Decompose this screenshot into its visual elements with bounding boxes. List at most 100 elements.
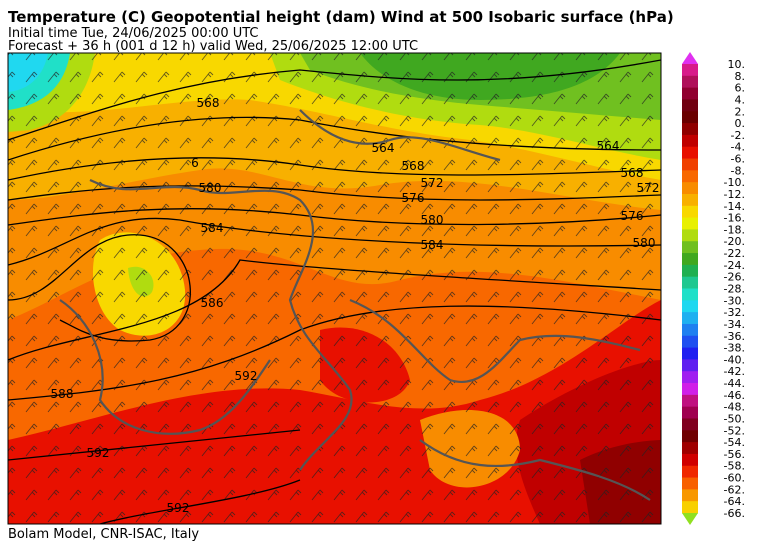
contour-label: 588 (51, 387, 74, 401)
colorbar-segment (682, 253, 698, 266)
colorbar-label: -46. (724, 389, 745, 402)
colorbar-label: -40. (724, 353, 745, 366)
colorbar-segment (682, 465, 698, 479)
colorbar-label: -34. (724, 318, 745, 331)
colorbar-label: -50. (724, 412, 745, 425)
colorbar-segment (682, 335, 698, 349)
colorbar-label: -16. (724, 212, 745, 225)
colorbar-label: -18. (724, 223, 745, 236)
colorbar-segment (682, 123, 698, 136)
colorbar-label: -20. (724, 235, 745, 248)
colorbar-label: -36. (724, 330, 745, 343)
contour-label: 580 (421, 213, 444, 227)
contour-label: 580 (633, 236, 656, 250)
colorbar-segment (682, 300, 698, 313)
colorbar-segment (682, 264, 698, 278)
colorbar-segment (682, 383, 698, 396)
colorbar-label: -26. (724, 271, 745, 284)
colorbar-label: -8. (731, 164, 745, 177)
colorbar-segment (682, 442, 698, 455)
colorbar-label: 6. (735, 82, 746, 95)
map-frame (7, 52, 662, 525)
contour-label: 592 (167, 501, 190, 515)
colorbar-segment (682, 453, 698, 467)
colorbar-segment (682, 477, 698, 490)
colorbar-label: -64. (724, 495, 745, 508)
colorbar-label: -14. (724, 200, 745, 213)
colorbar-segment (682, 229, 698, 242)
colorbar-segment (682, 99, 698, 112)
colorbar-segment (682, 205, 698, 219)
colorbar-label: -66. (724, 507, 745, 520)
initial-time: Initial time Tue, 24/06/2025 00:00 UTC (8, 26, 259, 41)
contour-label: 572 (637, 181, 660, 195)
colorbar-label: -4. (731, 141, 745, 154)
colorbar-label: -38. (724, 342, 745, 355)
colorbar-label: -48. (724, 401, 745, 414)
colorbar-label: -42. (724, 365, 745, 378)
colorbar-label: -10. (724, 176, 745, 189)
contour-label: 568 (402, 159, 425, 173)
contour-label: 6 (191, 156, 199, 170)
colorbar-segment (682, 134, 698, 148)
colorbar-label: 4. (735, 93, 746, 106)
colorbar-segment (682, 288, 698, 301)
colorbar-label: 10. (728, 58, 746, 71)
colorbar-label: -60. (724, 472, 745, 485)
colorbar-label: -2. (731, 129, 745, 142)
colorbar-label: -54. (724, 436, 745, 449)
colorbar-segment (682, 276, 698, 289)
colorbar-label: -30. (724, 294, 745, 307)
contour-label: 584 (201, 221, 224, 235)
contour-label: 564 (372, 141, 395, 155)
colorbar: 10.8.6.4.2.0.-2.-4.-6.-8.-10.-12.-14.-16… (682, 52, 745, 525)
colorbar-segment (682, 158, 698, 171)
colorbar-under-arrow (682, 513, 698, 525)
colorbar-label: -24. (724, 259, 745, 272)
colorbar-label: -12. (724, 188, 745, 201)
colorbar-over-arrow (682, 52, 698, 64)
contour-label: 568 (621, 166, 644, 180)
colorbar-label: -28. (724, 283, 745, 296)
colorbar-segment (682, 64, 698, 77)
colorbar-label: -56. (724, 448, 745, 461)
colorbar-segment (682, 501, 698, 514)
colorbar-segment (682, 406, 698, 419)
colorbar-segment (682, 182, 698, 195)
colorbar-segment (682, 146, 698, 160)
colorbar-label: -32. (724, 306, 745, 319)
colorbar-segment (682, 347, 698, 360)
contour-label: 580 (199, 181, 222, 195)
contour-label: 592 (87, 446, 110, 460)
colorbar-segment (682, 323, 698, 337)
contour-label: 586 (201, 296, 224, 310)
colorbar-segment (682, 170, 698, 183)
forecast-time: Forecast + 36 h (001 d 12 h) valid Wed, … (8, 39, 418, 54)
colorbar-label: 0. (735, 117, 746, 130)
contour-label: 568 (197, 96, 220, 110)
colorbar-label: -52. (724, 424, 745, 437)
colorbar-segment (682, 418, 698, 431)
colorbar-segment (682, 394, 698, 408)
contour-label: 564 (597, 139, 620, 153)
contour-label: 576 (402, 191, 425, 205)
footer: Bolam Model, CNR-ISAC, Italy (8, 527, 199, 542)
title: Temperature (C) Geopotential height (dam… (8, 8, 674, 26)
colorbar-label: 8. (735, 70, 746, 83)
colorbar-label: -62. (724, 483, 745, 496)
contour-labels: 5645685725765805845885925925925865805845… (51, 96, 660, 515)
colorbar-segment (682, 193, 698, 207)
colorbar-segment (682, 217, 698, 230)
colorbar-segment (682, 430, 698, 443)
colorbar-segment (682, 312, 698, 325)
colorbar-segment (682, 241, 698, 254)
colorbar-segment (682, 359, 698, 372)
colorbar-segment (682, 489, 698, 502)
colorbar-segment (682, 75, 698, 89)
colorbar-segment (682, 371, 698, 384)
colorbar-label: -22. (724, 247, 745, 260)
contour-label: 592 (235, 369, 258, 383)
map (8, 53, 661, 524)
colorbar-label: -6. (731, 153, 745, 166)
